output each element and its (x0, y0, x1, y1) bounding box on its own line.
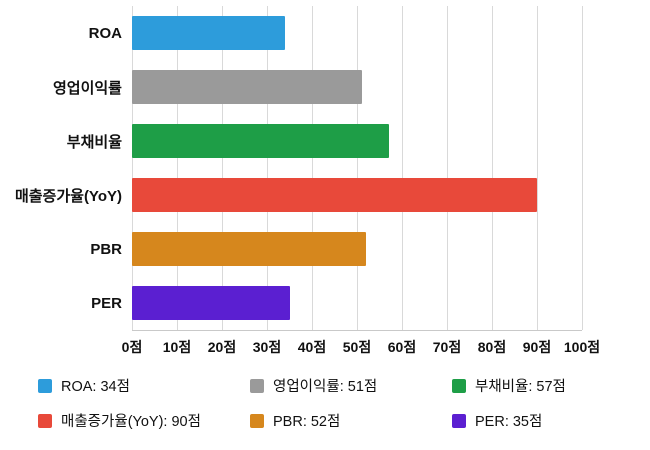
x-tick-label: 60점 (387, 339, 417, 355)
gridline (267, 6, 268, 330)
x-tick-label: 70점 (432, 339, 462, 355)
bar-row (132, 60, 582, 114)
legend-label: 부채비율: 57점 (475, 379, 566, 395)
bar (132, 178, 537, 212)
x-tick-label: 30점 (252, 339, 282, 355)
category-label: 영업이익률 (52, 79, 122, 97)
category-label: PER (91, 294, 122, 312)
legend-swatch-icon (250, 378, 264, 393)
legend-item: 부채비율: 57점 (452, 375, 650, 396)
x-tick-label: 80점 (477, 339, 507, 355)
gridline (537, 6, 538, 330)
gridline (402, 6, 403, 330)
bar (132, 70, 362, 104)
legend-label: 매출증가율(YoY): 90점 (61, 414, 201, 430)
plot-area (132, 6, 583, 331)
legend-swatch-icon (250, 413, 264, 428)
bar (132, 286, 290, 320)
bar (132, 16, 285, 50)
legend-swatch-icon (452, 378, 466, 393)
gridline (177, 6, 178, 330)
legend-item: PBR: 52점 (250, 410, 452, 431)
legend-label: PER: 35점 (475, 414, 543, 430)
legend-label: ROA: 34점 (61, 379, 130, 395)
gridline (312, 6, 313, 330)
bar-row (132, 168, 582, 222)
bar-row (132, 114, 582, 168)
x-tick-label: 0점 (121, 339, 143, 355)
x-tick-label: 90점 (522, 339, 552, 355)
legend-item: ROA: 34점 (38, 375, 250, 396)
gridline (582, 6, 583, 330)
category-label: 부채비율 (66, 133, 122, 151)
bar (132, 232, 366, 266)
x-axis: 0점 10점 20점 30점 40점 50점 60점 70점 80점 90점 100점 (122, 331, 600, 361)
bar-row (132, 276, 582, 330)
category-label: PBR (90, 240, 122, 258)
x-tick-label: 50점 (342, 339, 372, 355)
bar-row (132, 6, 582, 60)
legend-swatch-icon (452, 413, 466, 428)
legend-item: 매출증가율(YoY): 90점 (38, 410, 250, 431)
bar (132, 124, 389, 158)
x-tick-label: 40점 (297, 339, 327, 355)
legend-label: PBR: 52점 (273, 414, 341, 430)
category-label: ROA (88, 24, 122, 42)
legend-label: 영업이익률: 51점 (273, 379, 378, 395)
legend-swatch-icon (38, 378, 52, 393)
gridline (222, 6, 223, 330)
bar-row (132, 222, 582, 276)
category-label: 매출증가율(YoY) (14, 187, 122, 205)
x-tick-label: 100점 (563, 339, 601, 355)
legend-swatch-icon (38, 413, 52, 428)
x-tick-label: 20점 (207, 339, 237, 355)
legend-item: PER: 35점 (452, 410, 650, 431)
legend-item: 영업이익률: 51점 (250, 375, 452, 396)
gridline (447, 6, 448, 330)
gridline (132, 6, 133, 330)
x-tick-label: 10점 (162, 339, 192, 355)
gridline (492, 6, 493, 330)
gridline (357, 6, 358, 330)
